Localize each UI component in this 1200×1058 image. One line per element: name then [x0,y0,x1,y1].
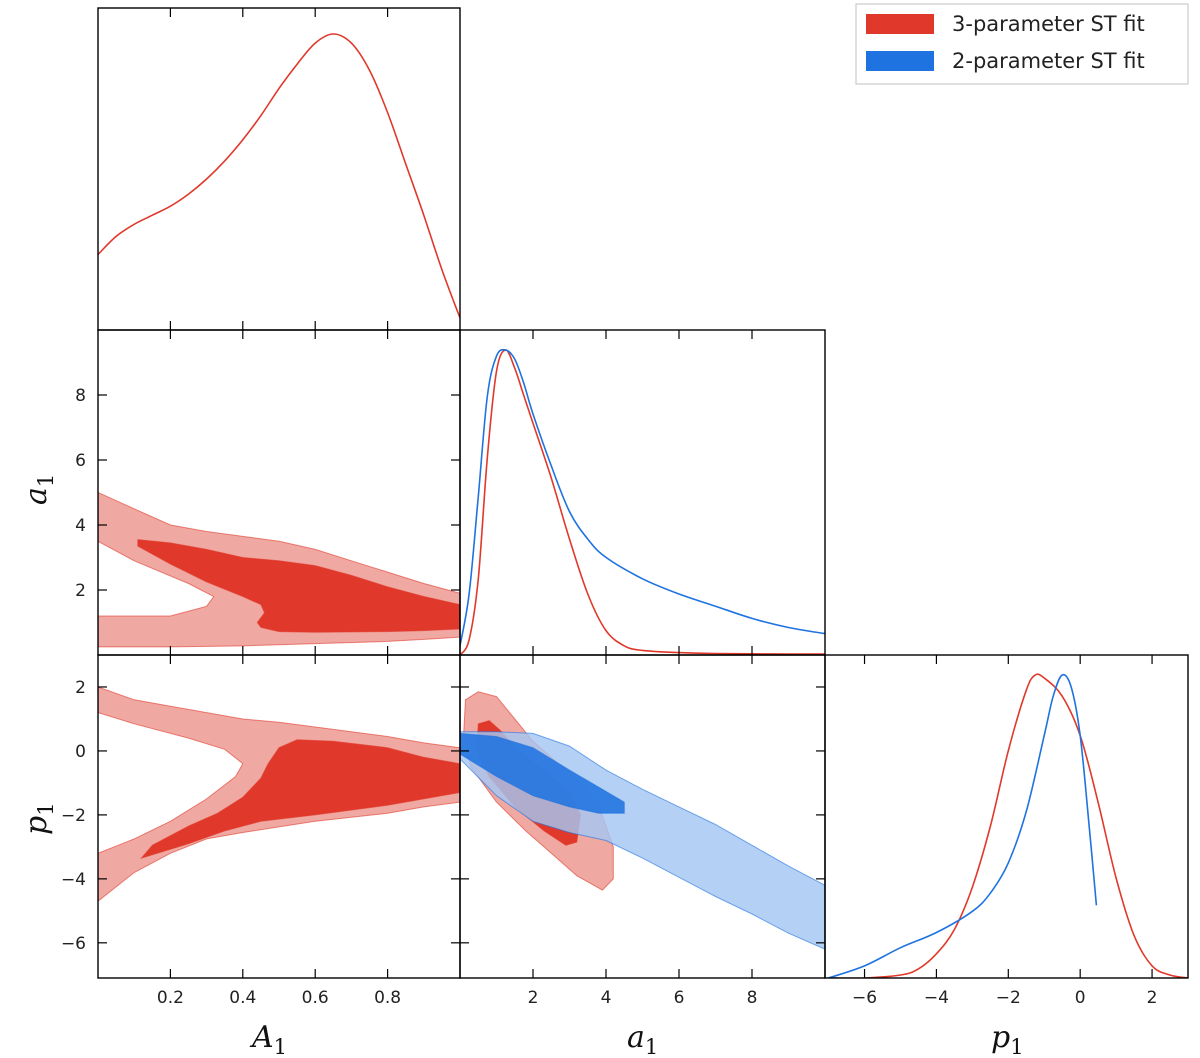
panel-frame-1-1 [459,329,826,656]
legend-swatch-2param [866,51,934,71]
legend-label-2param: 2-parameter ST fit [952,49,1145,73]
ylabel-p1-subscript: 1 [34,802,58,815]
contour-a1-p1-2param-68pct [460,732,625,814]
xtick-label-1-0: 2 [528,988,539,1008]
xlabel-A1-symbol: A [249,1020,274,1055]
xtick-label-2-1: −4 [924,988,949,1008]
xtick-label-1-2: 6 [674,988,685,1008]
xtick-label-2-3: 0 [1075,988,1086,1008]
legend: 3-parameter ST fit 2-parameter ST fit [855,3,1189,85]
ytick-label-2-1: −4 [61,870,86,890]
panel-frame-2-2 [824,654,1189,979]
ytick-label-2-0: −6 [61,934,86,954]
ylabel-a1: a1 [19,474,58,505]
legend-swatch-3param [866,14,934,34]
marginal-a1-2param [460,348,825,647]
ytick-label-1-3: 8 [75,386,86,406]
ytick-label-1-1: 4 [75,516,86,536]
xlabel-a1-symbol: a [627,1020,645,1055]
xtick-label-2-0: −6 [852,988,877,1008]
ylabel-a1-subscript: 1 [34,474,58,487]
marginal-a1-3param [460,349,825,655]
ylabel-p1-symbol: p [19,816,54,835]
ylabel-p1: p1 [19,802,58,835]
legend-label-3param: 3-parameter ST fit [952,12,1145,36]
axis-labels: A1 a1 p1 a1 p1 [19,474,1024,1058]
contour-A1-p1-3param-68pct [139,739,460,860]
plot-content [98,33,1188,978]
xtick-label-0-1: 0.4 [229,988,256,1008]
ytick-label-1-2: 6 [75,451,86,471]
xlabel-p1: p1 [991,1020,1024,1058]
xlabel-A1-subscript: 1 [274,1035,287,1058]
plot-axes: 2 4 6 8 0.2 0.4 0.6 0.8 −6 −4 −2 0 2 2 4 6 8 −6 −4 −2 0 2 [61,7,1189,1008]
ytick-label-2-3: 0 [75,742,86,762]
ytick-label-2-4: 2 [75,678,86,698]
xlabel-a1: a1 [627,1020,658,1058]
marginal-p1-3param [828,673,1188,978]
marginal-p1-2param [828,673,1098,978]
xtick-label-2-4: 2 [1147,988,1158,1008]
panel-frame-0-0 [97,7,461,331]
xlabel-p1-symbol: p [991,1020,1010,1055]
ytick-label-2-2: −2 [61,806,86,826]
xtick-label-1-3: 8 [747,988,758,1008]
xtick-label-2-2: −2 [996,988,1021,1008]
contour-A1-a1-3param-68pct [137,539,460,633]
xtick-label-0-3: 0.8 [374,988,401,1008]
xlabel-A1: A1 [249,1020,287,1058]
xlabel-a1-subscript: 1 [645,1035,658,1058]
marginal-A1-3param [98,33,460,319]
ytick-label-1-0: 2 [75,581,86,601]
xtick-label-1-1: 4 [601,988,612,1008]
xtick-label-0-0: 0.2 [157,988,184,1008]
ylabel-a1-symbol: a [19,487,54,505]
xtick-label-0-2: 0.6 [302,988,329,1008]
xlabel-p1-subscript: 1 [1010,1035,1023,1058]
